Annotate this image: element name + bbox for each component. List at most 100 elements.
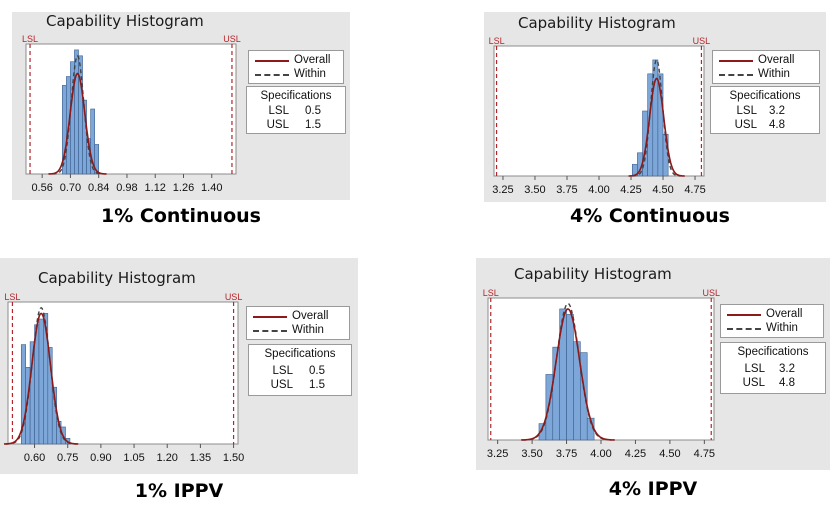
legend-overall: Overall [758, 54, 795, 66]
chart-panel-2: Capability Histogram LSL USL 3.25 3.50 3.75 4… [484, 12, 826, 202]
spec-usl-value: 4.8 [779, 377, 795, 389]
within-line-swatch [727, 328, 761, 330]
x-tick-label: 4.00 [590, 448, 611, 460]
spec-usl-label: USL [734, 119, 757, 131]
specifications-title: Specifications [260, 90, 332, 102]
x-tick-label: 3.75 [556, 448, 577, 460]
histogram-bar [78, 55, 83, 175]
specifications-box: Specifications LSL 0.5 USL 1.5 [246, 86, 346, 134]
x-tick-label: 4.00 [588, 184, 609, 196]
x-tick-label: 3.50 [524, 184, 545, 196]
x-tick-label: 4.50 [652, 184, 673, 196]
chart-caption: 4% Continuous [570, 205, 730, 227]
plot-area [25, 43, 237, 175]
spec-usl-label: USL [270, 379, 293, 391]
legend: Overall Within [248, 50, 344, 84]
x-tick-label: 0.60 [24, 452, 45, 464]
plot-area [493, 45, 705, 177]
lsl-line-label: LSL [4, 292, 20, 302]
spec-lsl-value: 0.5 [309, 365, 325, 377]
x-tick-label: 1.12 [145, 182, 166, 194]
legend: Overall Within [712, 50, 820, 84]
specifications-title: Specifications [264, 348, 336, 360]
x-tick-label: 3.75 [556, 184, 577, 196]
specifications-title: Specifications [737, 346, 809, 358]
chart-caption: 4% IPPV [608, 478, 698, 500]
specifications-box: Specifications LSL 3.2 USL 4.8 [710, 86, 820, 134]
x-tick-label: 0.75 [57, 452, 78, 464]
histogram-bar [566, 314, 574, 441]
x-tick-label: 1.26 [173, 182, 194, 194]
histogram-bar [70, 61, 75, 175]
legend-within: Within [758, 68, 790, 80]
histogram-bar [94, 144, 99, 175]
within-line-swatch [719, 74, 753, 76]
x-tick-label: 0.56 [31, 182, 52, 194]
x-tick-label: 1.05 [123, 452, 144, 464]
x-tick-label: 3.25 [487, 448, 508, 460]
legend-overall: Overall [294, 54, 331, 66]
overall-curve [628, 77, 685, 177]
specifications-box: Specifications LSL 0.5 USL 1.5 [248, 344, 352, 396]
legend: Overall Within [720, 304, 824, 338]
legend: Overall Within [246, 306, 350, 340]
x-tick-label: 3.25 [492, 184, 513, 196]
spec-lsl-label: LSL [272, 365, 293, 377]
x-tick-label: 4.25 [625, 448, 646, 460]
legend-within: Within [766, 322, 798, 334]
specifications-title: Specifications [729, 90, 801, 102]
lsl-line-label: LSL [489, 36, 505, 46]
x-tick-label: 1.40 [201, 182, 222, 194]
lsl-line-label: LSL [483, 288, 499, 298]
within-curve [52, 54, 103, 175]
usl-line-label: USL [223, 34, 241, 44]
overall-curve [521, 307, 615, 441]
spec-usl-label: USL [742, 377, 765, 389]
legend-within: Within [294, 68, 326, 80]
overall-line-swatch [719, 60, 753, 62]
x-tick-label: 1.50 [223, 452, 244, 464]
usl-line-label: USL [693, 36, 711, 46]
histogram-bar [82, 99, 87, 175]
legend-within: Within [292, 324, 324, 336]
usl-line-label: USL [225, 292, 243, 302]
x-tick-label: 1.35 [190, 452, 211, 464]
spec-lsl-value: 3.2 [779, 363, 795, 375]
x-tick-label: 0.90 [90, 452, 111, 464]
histogram-bar [545, 374, 554, 441]
overall-curve [3, 312, 79, 445]
legend-overall: Overall [292, 310, 329, 322]
x-tick-label: 4.50 [659, 448, 680, 460]
x-tick-label: 1.20 [157, 452, 178, 464]
histogram-bar [580, 352, 588, 441]
histogram-bar [90, 108, 95, 175]
x-tick-label: 0.84 [88, 182, 109, 194]
chart-panel-1: Capability Histogram LSL USL 0.56 0.70 0.84 0… [12, 12, 350, 200]
histogram-plot: LSL USL 3.25 3.50 3.75 4.00 4.25 4.50 4.75 [489, 36, 711, 196]
spec-lsl-value: 3.2 [769, 105, 785, 117]
chart-caption: 1% Continuous [101, 205, 261, 227]
within-line-swatch [253, 330, 287, 332]
x-tick-label: 4.25 [620, 184, 641, 196]
usl-line-label: USL [702, 288, 720, 298]
spec-lsl-label: LSL [736, 105, 757, 117]
spec-lsl-label: LSL [268, 105, 289, 117]
histogram-plot: LSL USL 0.60 0.75 0.90 1.05 1.20 1.35 1.50 [3, 292, 244, 464]
legend-overall: Overall [766, 308, 803, 320]
spec-usl-label: USL [266, 119, 289, 131]
spec-usl-value: 1.5 [309, 379, 325, 391]
histogram-plot: LSL USL 0.56 0.70 0.84 0.98 1.12 1.26 1.40 [22, 34, 241, 194]
plot-area [487, 297, 715, 441]
overall-curve [48, 72, 107, 175]
spec-lsl-label: LSL [744, 363, 765, 375]
chart-title: Capability Histogram [514, 265, 672, 283]
x-tick-label: 3.50 [521, 448, 542, 460]
within-line-swatch [255, 74, 289, 76]
overall-line-swatch [255, 60, 289, 62]
x-tick-label: 4.75 [684, 184, 705, 196]
chart-caption: 1% IPPV [134, 480, 224, 502]
chart-panel-3: Capability Histogram LSL USL 0.60 0.75 0.90 1… [0, 258, 358, 474]
x-tick-label: 0.70 [60, 182, 81, 194]
chart-title: Capability Histogram [518, 14, 676, 32]
spec-usl-value: 1.5 [305, 119, 321, 131]
